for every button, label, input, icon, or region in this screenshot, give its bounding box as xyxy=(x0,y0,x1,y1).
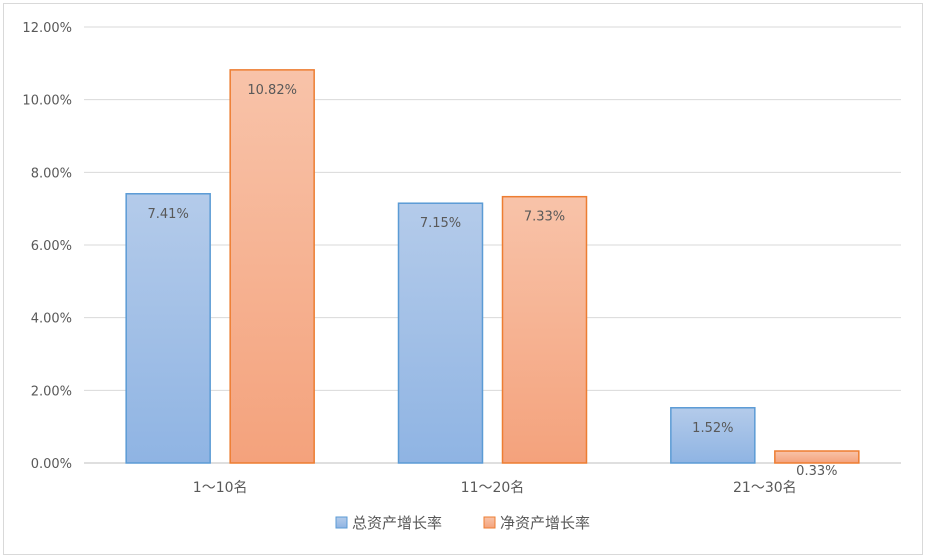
y-tick-label: 2.00% xyxy=(31,384,72,399)
y-tick-label: 6.00% xyxy=(31,239,72,254)
bars xyxy=(125,69,860,464)
legend-label: 净资产增长率 xyxy=(500,514,590,532)
data-label: 0.33% xyxy=(796,464,837,479)
y-tick-label: 0.00% xyxy=(31,457,72,472)
legend-label: 总资产增长率 xyxy=(352,514,442,532)
x-tick-label: 1～10名 xyxy=(193,480,248,496)
bar-total-assets xyxy=(125,193,211,464)
bar-net-assets xyxy=(229,69,315,464)
x-tick-label: 21～30名 xyxy=(733,480,797,496)
legend: 总资产增长率 净资产增长率 xyxy=(335,514,590,532)
data-label: 7.15% xyxy=(420,216,461,231)
y-tick-label: 10.00% xyxy=(22,94,72,109)
y-axis-ticks: 0.00% 2.00% 4.00% 6.00% 8.00% 10.00% 12.00% xyxy=(22,21,72,472)
y-tick-label: 8.00% xyxy=(31,166,72,181)
data-label: 10.82% xyxy=(247,83,297,98)
legend-swatch xyxy=(335,516,348,529)
x-axis-ticks: 1～10名 11～20名 21～30名 xyxy=(193,480,797,496)
y-tick-label: 12.00% xyxy=(22,21,72,36)
y-tick-label: 4.00% xyxy=(31,312,72,327)
x-tick-label: 11～20名 xyxy=(461,480,525,496)
bar-net-assets xyxy=(501,195,588,464)
data-label: 7.33% xyxy=(524,210,565,225)
gridlines xyxy=(84,26,901,464)
data-label: 7.41% xyxy=(148,207,189,222)
bar-net-assets xyxy=(774,450,860,464)
bar-total-assets xyxy=(670,407,756,464)
data-label: 1.52% xyxy=(692,421,733,436)
data-labels: 7.41% 10.82% 7.15% 7.33% 1.52% 0.33% xyxy=(148,83,838,479)
bar-total-assets xyxy=(397,202,484,464)
legend-swatch xyxy=(483,516,496,529)
